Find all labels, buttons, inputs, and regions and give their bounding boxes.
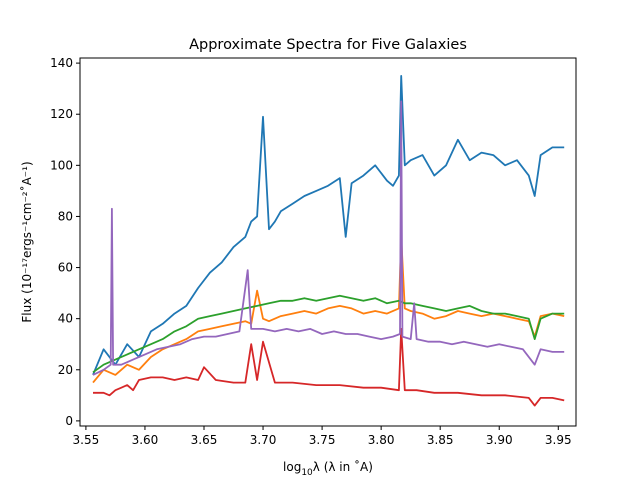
series-line-2 — [92, 235, 565, 384]
x-axis-label-prefix: log — [283, 460, 301, 474]
chart-title: Approximate Spectra for Five Galaxies — [189, 37, 467, 53]
series-line-5 — [92, 100, 565, 376]
y-tick-label: 80 — [58, 209, 73, 223]
series-line-3 — [92, 294, 565, 374]
x-axis-label-subscript: 10 — [301, 468, 313, 478]
y-tick-label: 120 — [50, 107, 73, 121]
x-tick-label: 3.90 — [486, 433, 513, 447]
x-axis-label: log10λ (λ in ˚A) — [283, 459, 373, 478]
x-tick-label: 3.95 — [545, 433, 572, 447]
x-tick-label: 3.70 — [250, 433, 277, 447]
x-tick-label: 3.75 — [309, 433, 336, 447]
y-tick-label: 140 — [50, 56, 73, 70]
y-axis-label: Flux (10⁻¹⁷ergs⁻¹cm⁻²˚A⁻¹) — [19, 161, 34, 322]
y-tick-label: 0 — [65, 414, 73, 428]
y-axis-ticks: 0 20 40 60 80 100 120 140 — [50, 56, 80, 428]
x-tick-label: 3.80 — [368, 433, 395, 447]
series-layer — [92, 75, 565, 407]
plot-frame — [79, 57, 577, 427]
series-line-4 — [93, 327, 565, 407]
x-tick-label: 3.55 — [73, 433, 100, 447]
x-tick-label: 3.65 — [191, 433, 218, 447]
x-tick-label: 3.60 — [132, 433, 159, 447]
series-line-1 — [92, 75, 565, 376]
x-tick-label: 3.85 — [427, 433, 454, 447]
x-axis-label-rest: λ (λ in ˚A) — [313, 459, 373, 474]
y-tick-label: 100 — [50, 158, 73, 172]
y-tick-label: 40 — [58, 312, 73, 326]
y-tick-label: 20 — [58, 363, 73, 377]
x-axis-ticks: 3.55 3.60 3.65 3.70 3.75 3.80 3.85 3.90 3.95 — [73, 426, 572, 447]
y-tick-label: 60 — [58, 261, 73, 275]
